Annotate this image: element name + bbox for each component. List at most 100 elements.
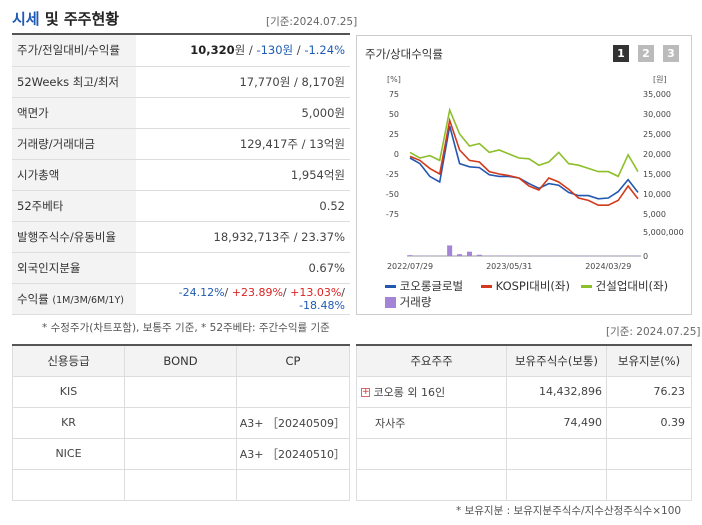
legend-label: KOSPI대비(좌)	[495, 279, 570, 293]
volume-bar	[585, 255, 591, 257]
table-row: KR A3+ ［20240509］	[12, 406, 350, 439]
holder-shares: 74,490	[506, 406, 607, 439]
col-header: CP	[236, 344, 350, 377]
col-header: BOND	[124, 344, 237, 377]
price: 10,320	[190, 43, 235, 58]
section-title: 시세 및 주주현황	[12, 8, 119, 34]
holders-date: [기준: 2024.07.25]	[606, 326, 701, 338]
volume-bar	[595, 255, 601, 257]
plus-box-icon[interactable]: +	[361, 387, 370, 397]
y-tick-label: -50	[386, 190, 399, 199]
y2-tick-label: 30,000	[643, 110, 671, 119]
chart-tab-1[interactable]: 1	[613, 45, 629, 62]
market-date: [기준:2024.07.25]	[266, 16, 358, 28]
volume-bar	[457, 254, 463, 256]
volume-bar	[536, 255, 542, 257]
row-label: 거래량/거래대금	[12, 128, 136, 160]
legend-item: 거래량	[385, 294, 431, 310]
row-label: 수익률 (1M/3M/6M/1Y)	[12, 283, 136, 315]
volume-bar	[496, 255, 502, 256]
volume-bar	[605, 255, 611, 257]
agency: KIS	[12, 375, 125, 408]
row-value: 129,417주 / 13억원	[136, 128, 350, 160]
table-row: KIS	[12, 375, 350, 408]
right-unit-label: [원]	[653, 75, 667, 84]
cp-rating	[236, 468, 350, 501]
footnote: * 보유지분 : 보유지분주식수/지수산정주식수×100	[456, 505, 682, 517]
y2-tick-label: 10,000	[643, 190, 671, 199]
row-value: 10,320원 / -130원 / -1.24%	[136, 35, 350, 67]
table-row: 주가/전일대비/수익률 10,320원 / -130원 / -1.24%	[12, 35, 350, 67]
x-tick-label: 2022/07/29	[387, 262, 433, 271]
table-row: NICE A3+ ［20240510］	[12, 437, 350, 470]
y-tick-label: 25	[389, 130, 399, 139]
chart-panel: 주가/상대수익률 1 2 3 [%] [원] 75 50 25 0 -25 -50 -75 35,…	[356, 35, 692, 315]
y-tick-label: 50	[389, 110, 399, 119]
chart-tab-3[interactable]: 3	[663, 45, 679, 62]
volume-bar	[576, 255, 582, 257]
credit-rating-table: 신용등급 BOND CP KIS KR A3+ ［20240509］ NICE A3+ …	[12, 344, 350, 501]
separator: /	[282, 285, 291, 299]
change-rate: -1.24%	[304, 43, 345, 58]
volume-bar	[427, 255, 433, 257]
holder-ratio: 76.23	[606, 375, 692, 408]
holder-name-cell[interactable]: + 코오롱 외 16인	[356, 375, 507, 408]
holder-shares: 14,432,896	[506, 375, 607, 408]
volume-bar	[635, 255, 641, 257]
chart-title: 주가/상대수익률	[365, 47, 443, 61]
volume-bar	[447, 245, 453, 256]
row-value: 1,954억원	[136, 159, 350, 191]
title-rest: 및 주주현황	[39, 10, 120, 28]
volume-bar	[417, 255, 423, 257]
legend-item: 코오롱글로벌	[385, 278, 463, 294]
holder-shares	[506, 437, 607, 470]
chart-tab-2[interactable]: 2	[638, 45, 654, 62]
volume-bar	[407, 255, 413, 256]
table-row	[356, 437, 692, 470]
y-tick-label: -75	[386, 210, 399, 219]
separator: /	[224, 285, 232, 299]
legend-item: KOSPI대비(좌)	[481, 278, 570, 294]
row-value: 5,000원	[136, 97, 350, 129]
holder-name: 자사주	[356, 406, 507, 439]
y2-tick-label: 15,000	[643, 170, 671, 179]
table-header: 주요주주 보유주식수(보통) 보유지분(%)	[356, 344, 692, 377]
price-chart: [%] [원] 75 50 25 0 -25 -50 -75 35,000 30,000 25,000…	[386, 75, 684, 271]
table-row: 자사주 74,490 0.39	[356, 406, 692, 439]
col-header: 보유주식수(보통)	[506, 344, 607, 377]
major-holders-table: 주요주주 보유주식수(보통) 보유지분(%) + 코오롱 외 16인 14,432,8…	[356, 344, 692, 501]
row-label: 시가총액	[12, 159, 136, 191]
row-label: 외국인지분율	[12, 252, 136, 284]
row-label: 52Weeks 최고/최저	[12, 66, 136, 98]
table-row: 액면가 5,000원	[12, 97, 350, 129]
holder-name: 코오롱 외 16인	[373, 385, 446, 399]
legend-label: 코오롱글로벌	[399, 279, 464, 293]
table-row: + 코오롱 외 16인 14,432,896 76.23	[356, 375, 692, 408]
x-tick-label: 2024/03/29	[585, 262, 631, 271]
table-row: 52Weeks 최고/최저 17,770원 / 8,170원	[12, 66, 350, 98]
holder-name	[356, 437, 507, 470]
holder-name	[356, 468, 507, 501]
separator: /	[341, 285, 345, 299]
y2-tick-label: 35,000	[643, 90, 671, 99]
volume-bar	[625, 255, 631, 257]
legend-swatch	[581, 285, 592, 288]
volume-bar	[556, 255, 562, 257]
cp-rating	[236, 375, 350, 408]
y-tick-label: 75	[389, 90, 399, 99]
y2-tick-label: 20,000	[643, 150, 671, 159]
footnote: * 수정주가(차트포함), 보통주 기준, * 52주베타: 주간수익률 기준	[42, 322, 330, 334]
volume-bar	[437, 255, 443, 257]
legend-swatch	[385, 297, 396, 308]
legend-swatch	[385, 285, 396, 288]
bond-rating	[124, 437, 237, 470]
cp-rating: A3+ ［20240510］	[236, 437, 350, 470]
holder-ratio	[606, 468, 692, 501]
row-label: 발행주식수/유동비율	[12, 221, 136, 253]
table-row: 외국인지분율 0.67%	[12, 252, 350, 284]
market-info-table: 주가/전일대비/수익률 10,320원 / -130원 / -1.24% 52We…	[12, 35, 350, 315]
volume-bar	[526, 255, 532, 257]
row-value: 0.67%	[136, 252, 350, 284]
volume-bar	[516, 255, 522, 257]
col-header: 신용등급	[12, 344, 125, 377]
